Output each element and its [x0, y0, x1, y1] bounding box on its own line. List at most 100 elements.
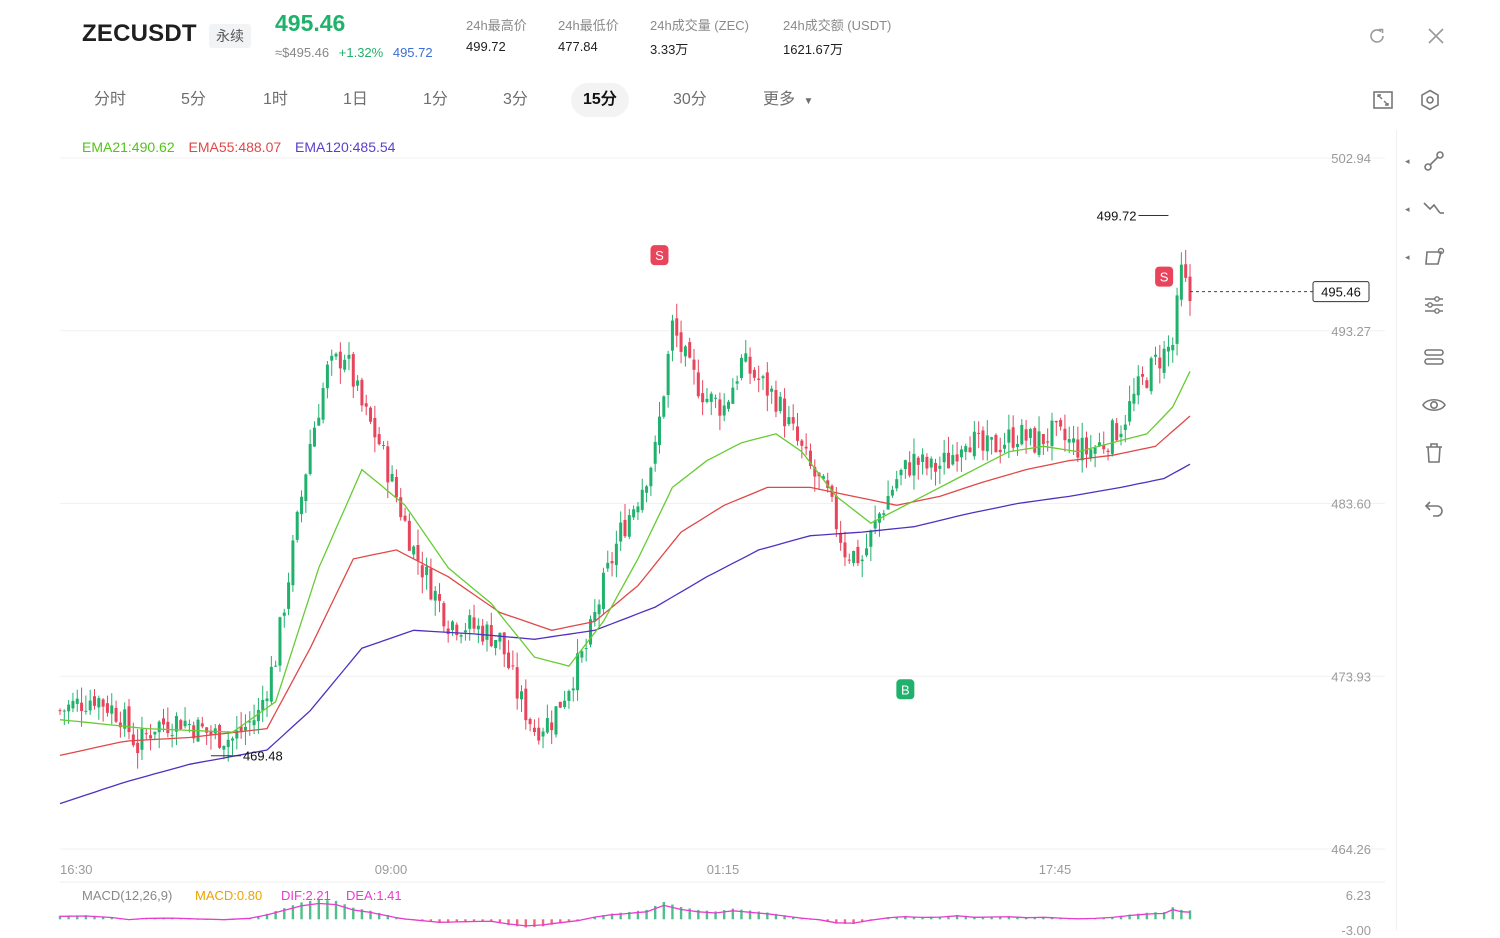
candle-body: [649, 467, 653, 487]
candlestick-chart[interactable]: 502.94 493.27 483.60 473.93 464.26 495.46 499.…: [0, 125, 1390, 938]
candle-body: [442, 603, 446, 627]
candle-body: [968, 447, 972, 453]
candle-body: [218, 724, 222, 748]
macd-histogram-bar: [67, 915, 70, 920]
visibility-icon[interactable]: [1421, 392, 1447, 418]
timeframe-more-dropdown[interactable]: 更多 ▼: [751, 83, 825, 117]
chart-area[interactable]: 502.94 493.27 483.60 473.93 464.26 495.46 499.…: [0, 125, 1500, 938]
candle-body: [834, 495, 838, 530]
candle-body: [187, 724, 191, 726]
candle-body: [1033, 428, 1037, 453]
macd-dif-line: [59, 902, 1191, 927]
timeframe-tab-active[interactable]: 15分: [571, 83, 629, 117]
candle-body: [338, 351, 342, 369]
timeframe-tab[interactable]: 1分: [423, 91, 448, 108]
candle-body: [580, 651, 584, 658]
macd-histogram-bar: [722, 910, 726, 920]
candle-body: [839, 533, 843, 543]
macd-histogram-bar: [550, 919, 553, 925]
timeframe-tab[interactable]: 30分: [673, 91, 707, 108]
more-label: 更多: [763, 91, 796, 108]
candle-body: [843, 542, 847, 558]
expand-arrow-icon[interactable]: ◂: [1405, 252, 1410, 262]
ema21-line: [59, 371, 1191, 733]
timeframe-tab[interactable]: 1时: [263, 91, 288, 108]
macd-histogram-bar: [999, 916, 1002, 920]
settings-icon[interactable]: [1418, 88, 1442, 112]
price-tick-label: 483.60: [1331, 497, 1371, 512]
mark-price: 495.72: [392, 45, 433, 60]
expand-arrow-icon[interactable]: ◂: [1405, 204, 1410, 214]
candle-body: [446, 628, 450, 635]
timeframe-tab[interactable]: 1日: [343, 91, 368, 108]
close-icon[interactable]: [1425, 25, 1447, 47]
overlay-settings-icon[interactable]: [1421, 344, 1447, 370]
candle-body: [433, 590, 437, 601]
candle-body: [688, 342, 692, 358]
macd-histogram-bar: [507, 919, 510, 926]
candle-body: [623, 519, 627, 537]
candle-body: [248, 721, 252, 723]
expand-arrow-icon[interactable]: ◂: [1405, 156, 1410, 166]
macd-histogram-bar: [481, 919, 484, 922]
candle-body: [869, 530, 873, 547]
candle-body: [1024, 429, 1028, 441]
fib-tool-icon[interactable]: [1421, 196, 1447, 222]
candle-body: [709, 393, 713, 402]
macd-histogram-bar: [602, 915, 605, 920]
candle-body: [110, 705, 114, 714]
candle-body: [429, 568, 433, 600]
candle-body: [882, 513, 886, 515]
candle-body: [722, 405, 726, 416]
candle-body: [1132, 393, 1136, 404]
macd-histogram-bar: [912, 916, 916, 920]
candle-body: [1011, 427, 1015, 448]
candle-body: [325, 364, 329, 389]
fullscreen-icon[interactable]: [1371, 88, 1395, 112]
candle-body: [873, 520, 877, 529]
macd-histogram-bar: [317, 899, 320, 920]
timeframe-tab[interactable]: 3分: [503, 91, 528, 108]
drawing-toolbar: ◂ ◂ ◂: [1396, 130, 1470, 930]
timeframe-tab[interactable]: 分时: [94, 91, 127, 108]
timeframe-tab[interactable]: 5分: [181, 91, 206, 108]
candle-body: [136, 742, 140, 754]
macd-histogram-bar: [593, 916, 597, 920]
refresh-icon[interactable]: [1366, 25, 1388, 47]
symbol-title[interactable]: ZECUSDT: [82, 20, 197, 47]
candle-body: [701, 393, 705, 403]
candle-body: [58, 710, 62, 712]
candle-body: [532, 727, 536, 733]
candle-body: [1089, 449, 1093, 458]
candle-body: [1188, 276, 1192, 302]
candle-body: [1028, 428, 1032, 438]
candle-body: [921, 454, 925, 462]
ema-legend: EMA21:490.62 EMA55:488.07 EMA120:485.54: [82, 139, 405, 155]
candle-body: [791, 417, 795, 424]
candle-body: [908, 462, 912, 476]
macd-histogram-bar: [1016, 916, 1019, 920]
delete-icon[interactable]: [1421, 440, 1447, 466]
current-price-label: 495.46: [1321, 285, 1361, 300]
candle-body: [278, 617, 282, 666]
candle-body: [662, 396, 666, 417]
macd-histogram-bar: [110, 917, 113, 920]
shape-tool-icon[interactable]: [1421, 244, 1447, 270]
candle-body: [895, 479, 899, 489]
macd-histogram-bar: [843, 919, 847, 924]
candle-body: [1128, 401, 1132, 422]
candle-body: [321, 388, 325, 420]
candle-body: [377, 434, 381, 445]
undo-icon[interactable]: [1421, 494, 1447, 520]
macd-histogram-bar: [274, 910, 277, 920]
macd-histogram-bar: [740, 909, 743, 920]
stat-24h-high: 24h最高价 499.72: [466, 15, 527, 54]
candle-body: [601, 572, 605, 609]
candle-body: [502, 632, 506, 655]
candle-body: [959, 449, 963, 458]
candle-body: [757, 378, 761, 380]
stat-24h-turnover: 24h成交额 (USDT) 1621.67万: [783, 15, 891, 58]
candle-body: [670, 320, 674, 351]
indicator-settings-icon[interactable]: [1421, 292, 1447, 318]
trendline-tool-icon[interactable]: [1421, 148, 1447, 174]
